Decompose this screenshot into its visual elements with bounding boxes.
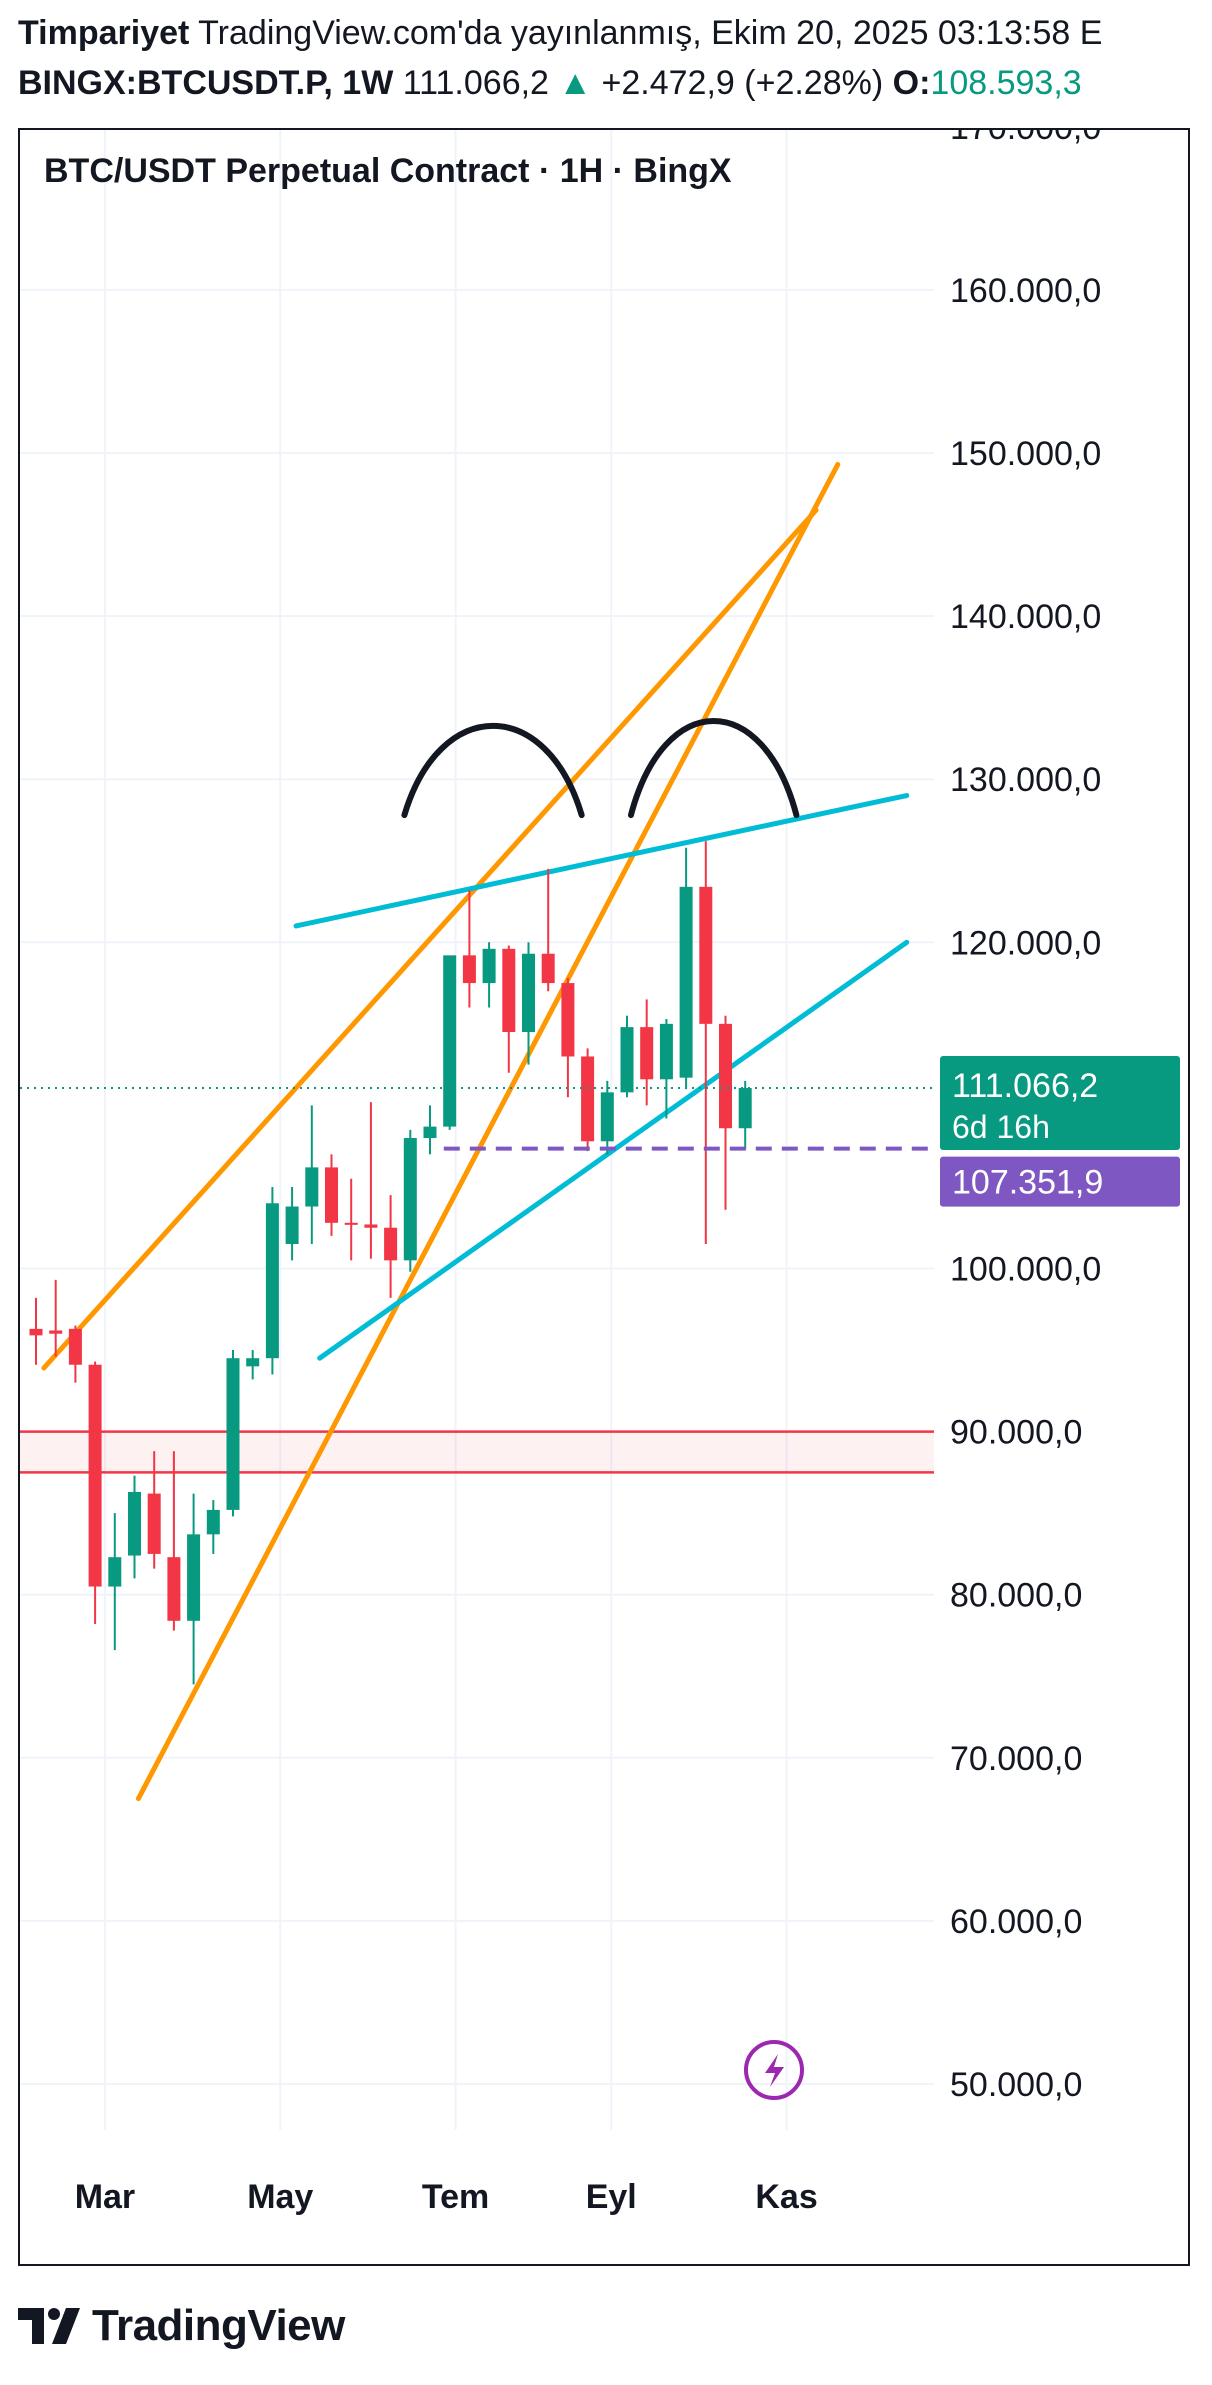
candle-body [620,1027,634,1093]
candle-body [246,1358,260,1367]
y-tick-label: 60.000,0 [950,1903,1082,1941]
candle-body [285,1206,299,1245]
candle-body [403,1138,417,1261]
candle-body [305,1167,319,1207]
candle-body [147,1493,161,1554]
candle-body [187,1534,201,1621]
candle-body [640,1027,654,1080]
candle-body [719,1023,732,1129]
up-triangle-icon: ▲ [558,64,593,102]
candle-body [679,886,693,1078]
symbol-name[interactable]: BINGX:BTCUSDT.P, 1W [18,64,394,102]
trendline [41,507,819,1371]
y-tick-label: 160.000,0 [950,272,1101,310]
candle-body [265,1203,279,1359]
x-tick-label: Kas [755,2178,817,2216]
candles [29,841,752,1685]
candle-body [738,1088,752,1129]
candle-body [344,1222,358,1225]
candle-body [502,948,516,1033]
price-tags: 111.066,2 6d 16h 107.351,9 [940,1056,1180,1207]
level-price-tag-value: 107.351,9 [952,1164,1103,1202]
x-tick-label: Eyl [586,2178,637,2216]
x-tick-label: Tem [422,2178,489,2216]
candle-body [167,1557,181,1621]
candle-body [423,1126,437,1139]
candle-body [443,955,457,1127]
y-tick-label: 140.000,0 [950,598,1101,636]
candle-body [659,1023,673,1080]
y-tick-label: 70.000,0 [950,1740,1082,1778]
candle-body [88,1364,102,1587]
open-value: 108.593,3 [930,64,1082,102]
zone-lines [20,1430,934,1474]
candle-body [226,1358,240,1510]
tradingview-logo[interactable]: TradingView [18,2298,345,2354]
candle-body [600,1092,614,1142]
x-tick-label: May [247,2178,313,2216]
time-axis[interactable]: Mar May Tem Eyl Kas [75,2178,818,2216]
price-axis[interactable]: 170.000,0 160.000,0 150.000,0 140.000,0 130.… [950,109,1101,2104]
candle-body [29,1328,43,1336]
chart-title: BTC/USDT Perpetual Contract · 1H · BingX [44,152,732,190]
candle-body [325,1167,338,1223]
y-tick-label: 100.000,0 [950,1251,1101,1289]
y-tick-label: 90.000,0 [950,1414,1082,1452]
trendline [293,793,910,929]
author-name[interactable]: Timpariyet [18,14,190,52]
publish-date: TradingView.com'da yayınlanmış, Ekim 20,… [198,14,1103,52]
candle-body [384,1227,398,1261]
lightning-icon[interactable] [744,2040,804,2100]
x-tick-label: Mar [75,2178,135,2216]
y-tick-label: 80.000,0 [950,1577,1082,1615]
pattern-arcs [401,718,800,819]
levels [20,1087,934,1151]
publish-info: Timpariyet TradingView.com'da yayınlanmı… [18,14,1102,53]
candle-body [541,953,555,984]
last-price-value: 111.066,2 [402,64,549,102]
y-tick-label: 130.000,0 [950,761,1101,799]
chart-frame[interactable]: BTC/USDT Perpetual Contract · 1H · BingX… [18,109,1190,2266]
candle-body [561,983,575,1057]
price-change: +2.472,9 (+2.28%) [601,64,884,102]
trendlines [41,461,910,1802]
last-price-tag[interactable] [940,1056,1180,1151]
support-zone [20,1431,934,1473]
trendline [135,461,841,1802]
candle-body [522,953,535,1033]
candle-body [364,1224,378,1228]
pattern-arc [401,723,585,819]
countdown-label: 6d 16h [952,1109,1050,1145]
y-tick-label: 150.000,0 [950,435,1101,473]
candle-body [462,955,476,984]
candle-body [699,886,713,1024]
tradingview-logo-icon [18,2308,80,2344]
pattern-arc [627,718,800,819]
y-tick-label: 120.000,0 [950,924,1101,962]
candle-body [108,1557,122,1587]
grid-lines [20,125,934,2130]
candle-body [68,1328,82,1365]
y-tick-label: 170.000,0 [950,130,1101,147]
open-label: O: [892,64,931,102]
y-tick-label: 50.000,0 [950,2066,1082,2104]
symbol-legend: BINGX:BTCUSDT.P, 1W 111.066,2 ▲ +2.472,9… [18,64,1082,103]
candle-body [581,1056,595,1142]
level-price-tag[interactable] [940,1156,1180,1207]
candle-body [482,948,496,984]
candle-body [49,1330,63,1334]
chart-canvas[interactable]: BTC/USDT Perpetual Contract · 1H · BingX… [20,109,1188,2264]
last-price-tag-value: 111.066,2 [952,1067,1098,1105]
logo-text: TradingView [92,2301,345,2350]
candle-body [206,1509,220,1535]
candle-body [128,1491,141,1556]
